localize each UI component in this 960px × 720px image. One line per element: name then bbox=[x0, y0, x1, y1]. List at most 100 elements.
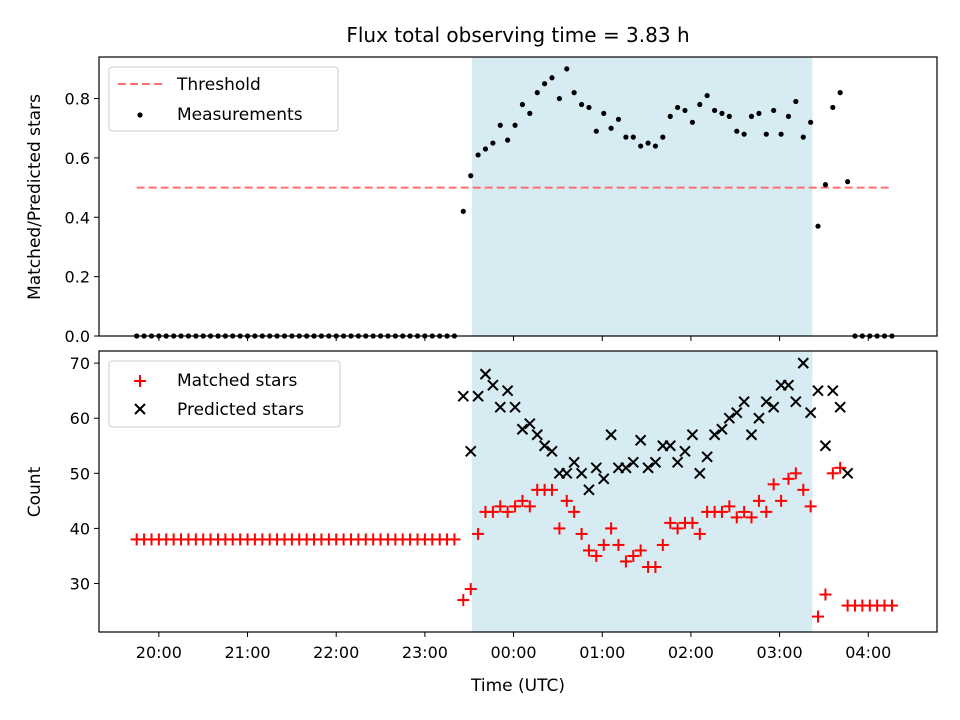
measurement-point bbox=[615, 116, 622, 122]
predicted-stars-point bbox=[531, 429, 543, 441]
predicted-stars-point bbox=[701, 451, 713, 463]
y-tick-label: 0.6 bbox=[65, 149, 90, 168]
measurement-point bbox=[845, 179, 851, 185]
predicted-stars-point bbox=[494, 401, 506, 413]
measurement-point bbox=[497, 122, 503, 128]
matched-stars-point bbox=[605, 522, 618, 535]
measurement-point bbox=[475, 152, 481, 158]
matched-stars-point bbox=[782, 472, 795, 485]
x-tick-label: 01:00 bbox=[579, 643, 625, 662]
predicted-stars-point bbox=[760, 395, 773, 408]
measurement-point bbox=[534, 90, 540, 96]
matched-stars-point bbox=[560, 494, 573, 507]
measurement-point bbox=[468, 173, 474, 179]
predicted-stars-point bbox=[561, 467, 573, 480]
matched-stars-point bbox=[656, 538, 669, 551]
predicted-stars-point bbox=[827, 384, 839, 397]
matched-stars-point bbox=[486, 505, 499, 518]
matched-stars-point bbox=[494, 500, 507, 513]
predicted-stars-point bbox=[694, 467, 706, 480]
top-panel: 0.00.20.40.60.8 Matched/Predicted stars … bbox=[25, 56, 938, 346]
bottom-panel-frame bbox=[98, 350, 938, 633]
top-panel-marks bbox=[134, 66, 895, 339]
measurement-point bbox=[778, 131, 784, 137]
legend-threshold-label: Threshold bbox=[176, 75, 261, 95]
predicted-stars-point bbox=[753, 412, 765, 424]
bottom-panel-marks bbox=[130, 357, 898, 623]
matched-stars-point bbox=[509, 500, 522, 513]
predicted-stars-point bbox=[671, 456, 684, 469]
matched-stars-point bbox=[686, 516, 699, 529]
predicted-stars-point bbox=[782, 379, 795, 391]
measurement-point bbox=[682, 107, 688, 114]
measurement-point bbox=[822, 182, 829, 188]
predicted-stars-point bbox=[679, 445, 691, 457]
x-tick-label: 00:00 bbox=[491, 643, 537, 662]
matched-stars-point bbox=[797, 483, 810, 496]
predicted-stars-point bbox=[487, 379, 499, 391]
predicted-stars-point bbox=[642, 462, 654, 474]
predicted-stars-point bbox=[590, 462, 603, 474]
observing-window-shade-bottom bbox=[471, 351, 813, 632]
x-tick-label: 22:00 bbox=[313, 643, 359, 662]
matched-stars-point bbox=[612, 538, 625, 551]
bottom-legend: Matched stars Predicted stars bbox=[108, 360, 341, 428]
measurement-point bbox=[763, 131, 769, 137]
matched-stars-point bbox=[767, 478, 780, 491]
predicted-stars-point bbox=[819, 440, 832, 452]
legend-matched-label: Matched stars bbox=[177, 371, 297, 391]
predicted-stars-point bbox=[834, 401, 846, 413]
measurement-point bbox=[623, 134, 629, 140]
y-tick-label: 30 bbox=[70, 575, 90, 594]
x-tick-label: 20:00 bbox=[136, 643, 182, 662]
predicted-stars-point bbox=[686, 429, 699, 441]
predicted-stars-point bbox=[479, 368, 492, 380]
y-tick-label: 40 bbox=[70, 519, 90, 538]
matched-stars-point bbox=[464, 583, 477, 596]
matched-stars-point bbox=[545, 483, 558, 496]
predicted-stars-point bbox=[568, 456, 580, 469]
x-tick-label: 21:00 bbox=[224, 643, 270, 662]
y-tick-label: 70 bbox=[70, 354, 90, 373]
predicted-stars-point bbox=[790, 395, 802, 408]
measurement-point bbox=[711, 107, 718, 114]
matched-stars-point bbox=[826, 467, 839, 480]
matched-stars-point bbox=[448, 533, 461, 546]
y-tick-label: 0.4 bbox=[65, 208, 90, 227]
predicted-stars-point bbox=[575, 467, 588, 480]
predicted-stars-point bbox=[501, 384, 514, 397]
matched-stars-point bbox=[568, 505, 581, 518]
chart-title: Flux total observing time = 3.83 h bbox=[346, 23, 689, 47]
measurement-point bbox=[748, 113, 755, 119]
matched-stars-point bbox=[627, 549, 640, 562]
predicted-stars-point bbox=[627, 456, 639, 469]
matched-stars-point bbox=[811, 610, 824, 623]
predicted-stars-point bbox=[797, 357, 809, 369]
predicted-stars-point bbox=[767, 401, 780, 413]
measurement-point bbox=[586, 104, 592, 111]
measurement-point bbox=[556, 95, 563, 102]
y-tick-label: 50 bbox=[70, 464, 90, 483]
matched-stars-point bbox=[775, 494, 788, 507]
measurement-point bbox=[719, 110, 725, 116]
y-tick-label: 60 bbox=[70, 409, 90, 428]
predicted-stars-point bbox=[457, 390, 469, 402]
matched-stars-point bbox=[634, 544, 647, 557]
matched-stars-point bbox=[523, 500, 536, 513]
bottom-panel-y-axis-label: Count bbox=[25, 466, 45, 517]
matched-stars-point bbox=[582, 544, 595, 557]
measurement-point bbox=[771, 107, 777, 114]
measurement-point bbox=[571, 90, 577, 96]
measurement-point bbox=[667, 113, 673, 119]
measurement-point bbox=[601, 110, 607, 116]
legend-predicted-label: Predicted stars bbox=[177, 400, 304, 420]
matched-stars-point bbox=[472, 527, 485, 540]
predicted-stars-point bbox=[634, 434, 647, 446]
measurement-point bbox=[638, 143, 644, 149]
measurement-point bbox=[564, 66, 570, 72]
x-tick-label: 04:00 bbox=[845, 643, 891, 662]
matched-stars-point bbox=[671, 522, 684, 535]
matched-stars-point bbox=[590, 549, 603, 562]
measurement-point bbox=[630, 134, 636, 140]
predicted-stars-point bbox=[598, 473, 610, 485]
